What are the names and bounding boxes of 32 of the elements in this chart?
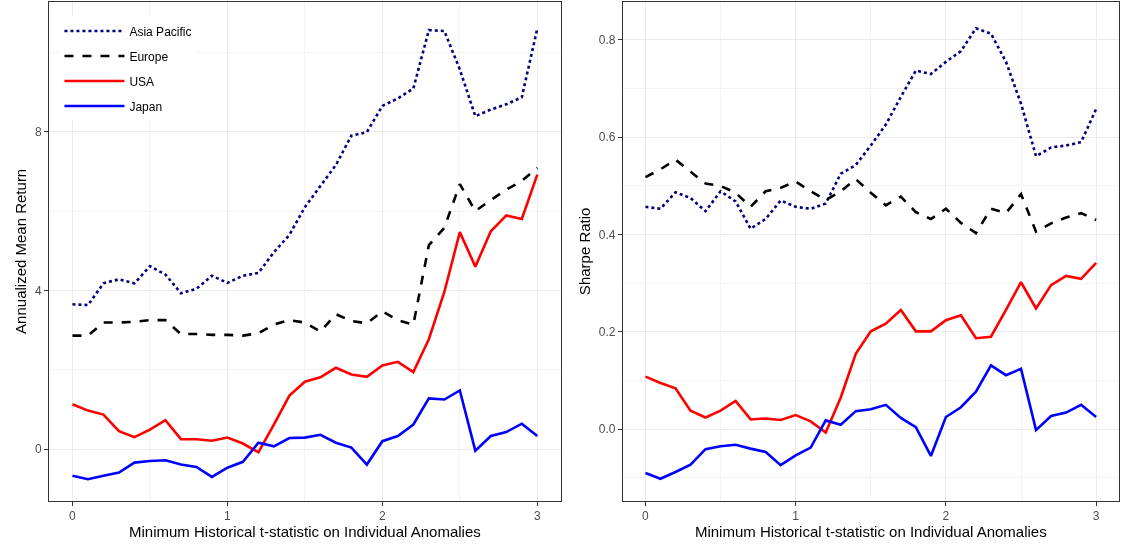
legend-label: USA xyxy=(129,74,155,89)
line-series xyxy=(644,261,1098,434)
legend-label: Europe xyxy=(129,49,169,64)
line-series xyxy=(644,26,1098,231)
line-series xyxy=(644,158,1098,235)
x-tick-label: 0 xyxy=(69,509,77,524)
y-tick-label: 0.4 xyxy=(598,227,616,242)
x-tick-label: 0 xyxy=(642,509,650,524)
y-tick-label: 0.2 xyxy=(598,325,616,340)
line-series xyxy=(71,389,539,481)
x-axis-title: Minimum Historical t-statistic on Individual Anomalies xyxy=(128,523,481,541)
x-axis-title: Minimum Historical t-statistic on Individual Anomalies xyxy=(694,523,1047,541)
y-tick-label: 0.8 xyxy=(598,33,616,48)
y-tick-label: 0.6 xyxy=(598,130,616,145)
y-tick-label: 8 xyxy=(35,124,43,139)
x-tick-label: 1 xyxy=(792,509,800,524)
line-series xyxy=(71,166,539,337)
legend-label: Asia Pacific xyxy=(129,24,192,39)
y-tick-label: 4 xyxy=(35,283,43,298)
y-tick-label: 0 xyxy=(35,442,43,457)
y-tick-label: 0.0 xyxy=(598,422,616,437)
y-axis-title: Annualized Mean Return xyxy=(12,168,30,334)
line-series xyxy=(71,173,539,454)
legend-label: Japan xyxy=(129,99,163,114)
x-tick-label: 1 xyxy=(224,509,232,524)
line-series xyxy=(644,364,1098,481)
x-tick-label: 2 xyxy=(942,509,950,524)
x-tick-label: 3 xyxy=(533,509,541,524)
x-tick-label: 2 xyxy=(379,509,387,524)
line-series xyxy=(71,27,539,307)
x-tick-label: 3 xyxy=(1092,509,1100,524)
y-axis-title: Sharpe Ratio xyxy=(575,207,593,296)
